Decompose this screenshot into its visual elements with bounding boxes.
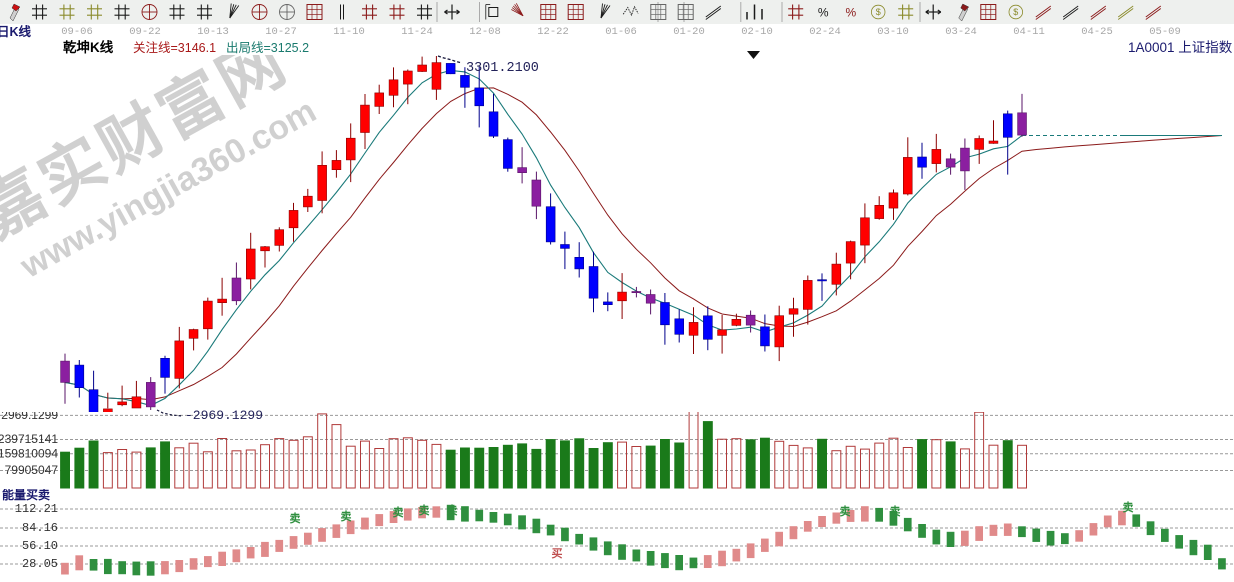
svg-text:04-25: 04-25 (1081, 26, 1113, 38)
svg-text:$: $ (876, 7, 881, 17)
svg-text:乾坤K线: 乾坤K线 (63, 39, 114, 55)
svg-text:09-06: 09-06 (61, 26, 93, 38)
svg-text:%: % (818, 5, 829, 19)
svg-text:$: $ (1013, 7, 1018, 17)
svg-text:关注线=3146.1: 关注线=3146.1 (133, 40, 216, 55)
svg-text:出局线=3125.2: 出局线=3125.2 (226, 41, 309, 55)
svg-text:卖: 卖 (890, 504, 901, 518)
svg-text:10-13: 10-13 (197, 26, 229, 38)
svg-text:02-24: 02-24 (809, 26, 841, 38)
svg-text:卖: 卖 (840, 504, 851, 518)
svg-text:%: % (845, 5, 856, 19)
svg-text:能量买卖: 能量买卖 (2, 489, 50, 502)
svg-text:02-10: 02-10 (741, 26, 773, 38)
svg-text:卖: 卖 (1123, 500, 1134, 514)
svg-text:11-24: 11-24 (401, 26, 433, 38)
svg-text:卖: 卖 (447, 503, 458, 517)
svg-text:03-24: 03-24 (945, 26, 977, 38)
svg-text:卖: 卖 (341, 509, 352, 523)
svg-text:84.16: 84.16 (22, 521, 58, 535)
svg-text:12-08: 12-08 (469, 26, 501, 38)
svg-text:01-06: 01-06 (605, 26, 637, 38)
svg-text:卖: 卖 (419, 503, 430, 517)
svg-text:56.10: 56.10 (22, 539, 58, 553)
svg-text:239715141: 239715141 (0, 432, 58, 446)
svg-text:03-10: 03-10 (877, 26, 909, 38)
svg-text:2969.1299: 2969.1299 (1, 412, 58, 422)
svg-text:12-22: 12-22 (537, 26, 569, 38)
svg-text:09-22: 09-22 (129, 26, 161, 38)
svg-text:日K线: 日K线 (0, 24, 32, 39)
svg-text:1A0001 上证指数: 1A0001 上证指数 (1128, 40, 1233, 55)
svg-text:11-10: 11-10 (333, 26, 365, 38)
svg-text:04-11: 04-11 (1013, 26, 1045, 38)
svg-text:28.05: 28.05 (22, 557, 58, 571)
svg-text:159810094: 159810094 (0, 447, 58, 461)
svg-text:10-27: 10-27 (265, 26, 297, 38)
svg-text:01-20: 01-20 (673, 26, 705, 38)
svg-text:卖: 卖 (290, 511, 301, 525)
svg-text:112.21: 112.21 (15, 502, 58, 516)
svg-text:05-09: 05-09 (1149, 26, 1181, 38)
svg-text:卖: 卖 (393, 505, 404, 519)
svg-text:79905047: 79905047 (5, 463, 59, 477)
svg-text:买: 买 (552, 547, 563, 560)
